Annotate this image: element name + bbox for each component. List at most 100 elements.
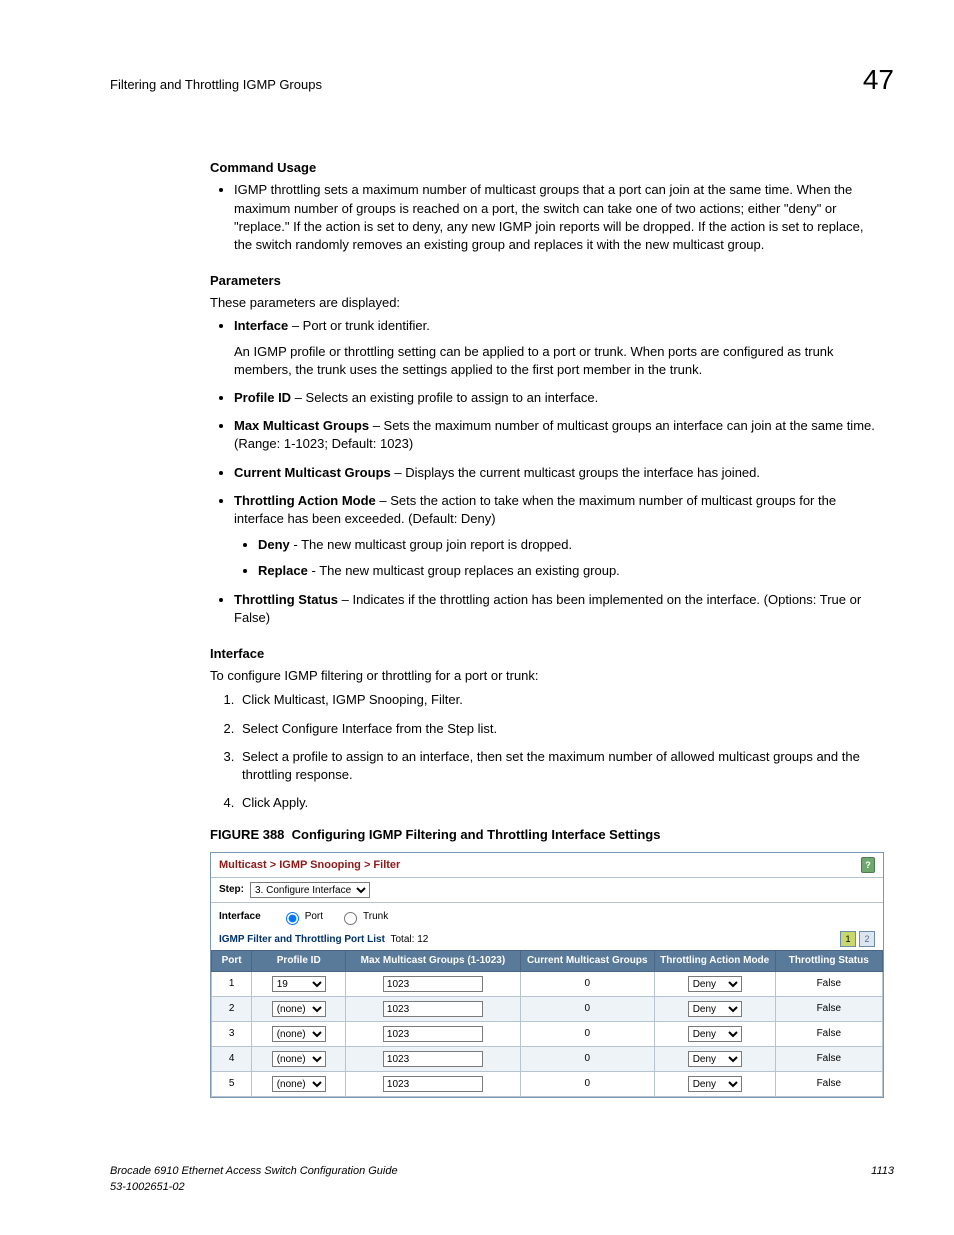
param-current-groups: Current Multicast Groups – Displays the …: [234, 464, 884, 482]
table-row: 2 (none) 0 Deny False: [212, 997, 883, 1022]
mode-select[interactable]: Deny: [688, 1001, 742, 1017]
step-4: Click Apply.: [238, 794, 884, 812]
radio-port-input[interactable]: [286, 912, 299, 925]
breadcrumb: Multicast > IGMP Snooping > Filter: [219, 858, 400, 873]
cell-status: False: [775, 1022, 882, 1047]
parameters-heading: Parameters: [210, 272, 884, 290]
max-input[interactable]: [383, 1076, 483, 1092]
param-interface: Interface – Port or trunk identifier. An…: [234, 317, 884, 380]
param-term: Interface: [234, 318, 288, 333]
profile-select[interactable]: (none): [272, 1001, 326, 1017]
cell-profile: (none): [252, 1072, 346, 1097]
cell-mode: Deny: [654, 1047, 775, 1072]
footer-line2: 53-1002651-02: [110, 1180, 398, 1195]
cell-max: [346, 997, 520, 1022]
mode-select[interactable]: Deny: [688, 1051, 742, 1067]
cell-port: 4: [212, 1047, 252, 1072]
col-current: Current Multicast Groups: [520, 951, 654, 972]
ui-screenshot: Multicast > IGMP Snooping > Filter ? Ste…: [210, 852, 884, 1098]
param-max-groups: Max Multicast Groups – Sets the maximum …: [234, 417, 884, 453]
param-term: Current Multicast Groups: [234, 465, 391, 480]
page-header: Filtering and Throttling IGMP Groups 47: [110, 60, 894, 99]
max-input[interactable]: [383, 1051, 483, 1067]
table-row: 5 (none) 0 Deny False: [212, 1072, 883, 1097]
cell-current: 0: [520, 1022, 654, 1047]
cell-current: 0: [520, 997, 654, 1022]
profile-select[interactable]: 19: [272, 976, 326, 992]
cell-current: 0: [520, 1047, 654, 1072]
page-footer: Brocade 6910 Ethernet Access Switch Conf…: [110, 1164, 894, 1195]
interface-intro: To configure IGMP filtering or throttlin…: [210, 667, 884, 685]
figure-caption: FIGURE 388 Configuring IGMP Filtering an…: [210, 826, 884, 844]
cell-status: False: [775, 1047, 882, 1072]
interface-heading: Interface: [210, 645, 884, 663]
section-title: Filtering and Throttling IGMP Groups: [110, 76, 322, 94]
sub-replace: Replace - The new multicast group replac…: [258, 562, 884, 580]
table-row: 4 (none) 0 Deny False: [212, 1047, 883, 1072]
profile-select[interactable]: (none): [272, 1026, 326, 1042]
sub-deny: Deny - The new multicast group join repo…: [258, 536, 884, 554]
step-label: Step:: [219, 883, 244, 897]
cell-current: 0: [520, 1072, 654, 1097]
param-desc: – Port or trunk identifier.: [288, 318, 430, 333]
cell-port: 3: [212, 1022, 252, 1047]
chapter-number: 47: [863, 60, 894, 99]
cell-status: False: [775, 1072, 882, 1097]
mode-select[interactable]: Deny: [688, 976, 742, 992]
cell-max: [346, 1022, 520, 1047]
table-row: 1190DenyFalse: [212, 972, 883, 997]
param-action-mode: Throttling Action Mode – Sets the action…: [234, 492, 884, 581]
page-1-button[interactable]: 1: [840, 931, 856, 947]
param-extra: An IGMP profile or throttling setting ca…: [234, 343, 884, 379]
col-port: Port: [212, 951, 252, 972]
total-label: Total:: [391, 934, 415, 945]
col-max: Max Multicast Groups (1-1023): [346, 951, 520, 972]
cell-current: 0: [520, 972, 654, 997]
cell-port: 2: [212, 997, 252, 1022]
profile-select[interactable]: (none): [272, 1076, 326, 1092]
cell-profile: (none): [252, 1022, 346, 1047]
parameters-intro: These parameters are displayed:: [210, 294, 884, 312]
cell-mode: Deny: [654, 972, 775, 997]
radio-trunk-input[interactable]: [344, 912, 357, 925]
step-3: Select a profile to assign to an interfa…: [238, 748, 884, 784]
figure-title: Configuring IGMP Filtering and Throttlin…: [292, 827, 661, 842]
param-term: Max Multicast Groups: [234, 418, 369, 433]
cell-port: 1: [212, 972, 252, 997]
page-2-button[interactable]: 2: [859, 931, 875, 947]
port-table: Port Profile ID Max Multicast Groups (1-…: [211, 950, 883, 1097]
cell-mode: Deny: [654, 1072, 775, 1097]
cell-profile: (none): [252, 1047, 346, 1072]
command-usage-bullet: IGMP throttling sets a maximum number of…: [234, 181, 884, 254]
cell-max: [346, 1072, 520, 1097]
total-value: 12: [417, 934, 428, 945]
param-term: Throttling Action Mode: [234, 493, 376, 508]
mode-select[interactable]: Deny: [688, 1076, 742, 1092]
help-icon[interactable]: ?: [861, 857, 875, 873]
cell-port: 5: [212, 1072, 252, 1097]
max-input[interactable]: [383, 1001, 483, 1017]
footer-line1: Brocade 6910 Ethernet Access Switch Conf…: [110, 1164, 398, 1179]
command-usage-heading: Command Usage: [210, 159, 884, 177]
param-desc: – Displays the current multicast groups …: [391, 465, 760, 480]
param-throttling-status: Throttling Status – Indicates if the thr…: [234, 591, 884, 627]
cell-mode: Deny: [654, 997, 775, 1022]
cell-profile: 19: [252, 972, 346, 997]
interface-label: Interface: [219, 910, 261, 924]
max-input[interactable]: [383, 976, 483, 992]
table-row: 3 (none) 0 Deny False: [212, 1022, 883, 1047]
step-1: Click Multicast, IGMP Snooping, Filter.: [238, 691, 884, 709]
max-input[interactable]: [383, 1026, 483, 1042]
step-select[interactable]: 3. Configure Interface: [250, 882, 370, 898]
cell-status: False: [775, 997, 882, 1022]
param-profile-id: Profile ID – Selects an existing profile…: [234, 389, 884, 407]
cell-max: [346, 972, 520, 997]
radio-port[interactable]: Port: [281, 909, 323, 925]
figure-number: FIGURE 388: [210, 827, 284, 842]
radio-trunk[interactable]: Trunk: [339, 909, 388, 925]
param-desc: – Selects an existing profile to assign …: [291, 390, 598, 405]
profile-select[interactable]: (none): [272, 1051, 326, 1067]
list-heading: IGMP Filter and Throttling Port List: [219, 934, 385, 945]
cell-mode: Deny: [654, 1022, 775, 1047]
mode-select[interactable]: Deny: [688, 1026, 742, 1042]
